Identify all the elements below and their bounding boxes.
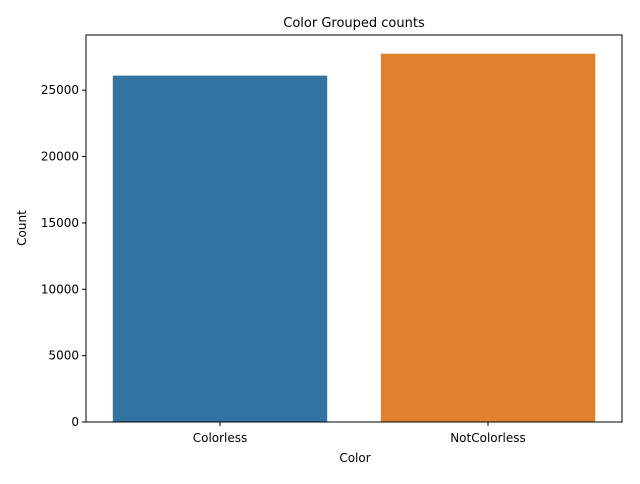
bar-notcolorless [380,53,596,423]
x-tick-label: NotColorless [450,431,526,445]
plot-frame [85,34,623,423]
x-axis-label: Color [339,451,370,465]
bar-colorless [112,75,328,422]
y-tick-label: 15000 [41,216,79,230]
chart-title: Color Grouped counts [283,16,425,31]
y-axis: 0 5000 10000 15000 20000 25000 [41,83,86,429]
x-axis: Colorless NotColorless [193,422,526,445]
y-tick-label: 5000 [48,349,79,363]
x-tick-label: Colorless [193,431,248,445]
y-tick-label: 25000 [41,83,79,97]
axes-frame [85,34,623,423]
y-tick-label: 20000 [41,150,79,164]
y-tick-label: 0 [71,415,79,429]
y-axis-label: Count [15,210,29,246]
bars-layer [112,53,596,423]
y-tick-label: 10000 [41,282,79,296]
